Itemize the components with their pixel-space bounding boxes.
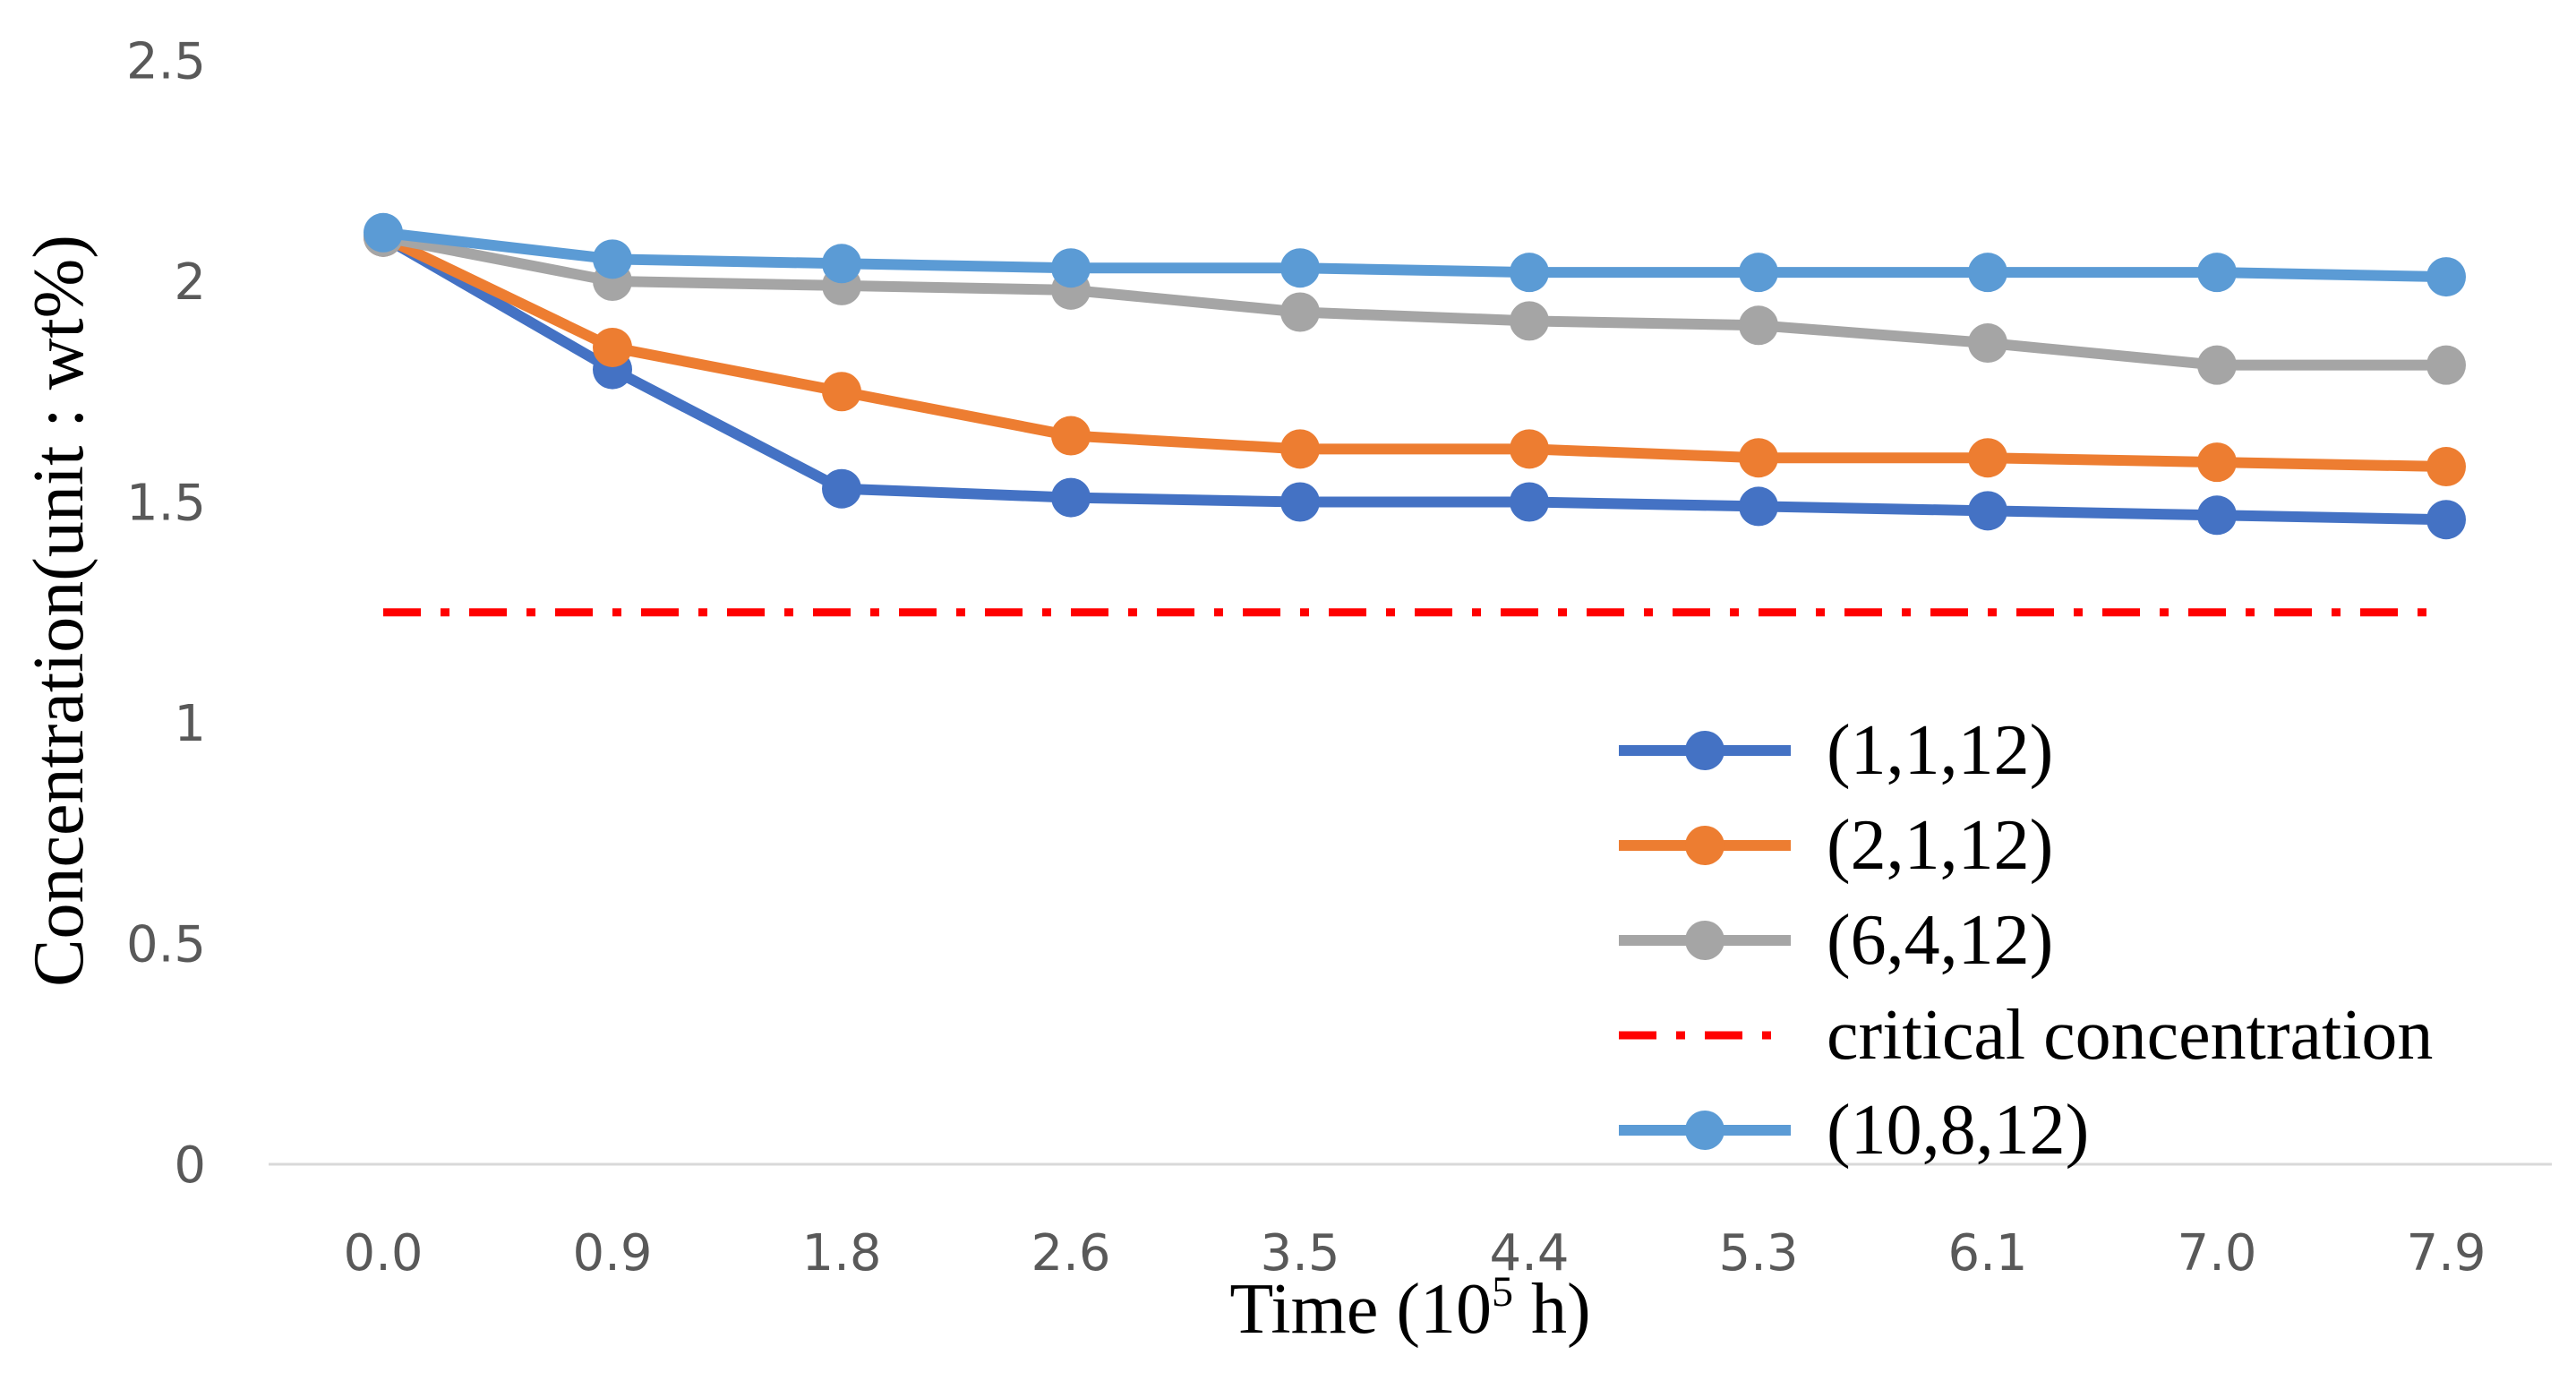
x-axis-ticks: 0.0 0.9 1.8 2.6 3.5 4.4 5.3 6.1 7.0 7.9 <box>343 1224 2486 1282</box>
data-point <box>2197 495 2237 536</box>
data-point <box>1280 482 1320 522</box>
series-line <box>378 227 2452 283</box>
data-point <box>1968 323 2007 364</box>
legend-item: (1,1,12) <box>1619 711 2053 790</box>
series-line <box>378 231 2452 526</box>
data-point <box>1051 477 1091 518</box>
data-point <box>2426 345 2466 385</box>
data-point <box>822 468 861 509</box>
legend-item: (10,8,12) <box>1619 1091 2089 1170</box>
y-tick-label: 1.5 <box>126 475 206 533</box>
data-point <box>1510 301 1549 341</box>
data-point <box>1968 253 2007 293</box>
data-point <box>822 244 861 284</box>
data-point <box>1510 429 1549 469</box>
x-tick-label: 7.0 <box>2177 1224 2256 1282</box>
data-point <box>1739 486 1778 527</box>
y-tick-label: 2.5 <box>126 33 206 91</box>
legend-label: (2,1,12) <box>1827 806 2053 885</box>
x-tick-label: 6.1 <box>1947 1224 2027 1282</box>
data-point <box>1280 292 1320 332</box>
data-point <box>1280 248 1320 288</box>
data-point <box>1739 253 1778 293</box>
data-point <box>2197 345 2237 385</box>
series-layer <box>364 212 2466 617</box>
legend-marker <box>1685 1111 1724 1150</box>
legend-item: critical concentration <box>1619 996 2433 1075</box>
x-tick-label: 1.8 <box>801 1224 881 1282</box>
legend-label: (10,8,12) <box>1827 1091 2089 1170</box>
series-1 <box>364 217 2466 487</box>
y-axis-ticks: 0 0.5 1 1.5 2 2.5 <box>126 33 206 1196</box>
y-tick-label: 1 <box>174 695 206 753</box>
x-tick-label: 7.9 <box>2406 1224 2486 1282</box>
data-point <box>593 327 632 367</box>
x-tick-label: 3.5 <box>1260 1224 1339 1282</box>
legend-label: (1,1,12) <box>1827 711 2053 790</box>
x-axis-title: Time (105 h) <box>1229 1268 1590 1349</box>
data-point <box>822 372 861 412</box>
data-point <box>1510 253 1549 293</box>
x-axis-title-tail: h) <box>1513 1270 1591 1349</box>
data-point <box>1051 416 1091 456</box>
y-tick-label: 0.5 <box>126 916 206 974</box>
series-line <box>378 231 2452 473</box>
data-point <box>593 239 632 279</box>
legend-marker <box>1685 731 1724 770</box>
x-tick-label: 4.4 <box>1489 1224 1569 1282</box>
y-tick-label: 0 <box>174 1137 206 1195</box>
x-tick-label: 2.6 <box>1031 1224 1110 1282</box>
data-point <box>364 212 403 253</box>
data-point <box>2197 442 2237 483</box>
legend-label: (6,4,12) <box>1827 901 2053 980</box>
data-point <box>1968 438 2007 478</box>
data-point <box>1968 491 2007 531</box>
y-axis-title: Concentration(unit : wt%) <box>20 235 98 987</box>
series-4 <box>364 212 2466 297</box>
data-point <box>2426 447 2466 487</box>
legend-label: critical concentration <box>1827 996 2433 1075</box>
x-tick-label: 0.9 <box>572 1224 652 1282</box>
data-point <box>1739 305 1778 346</box>
data-point <box>1280 429 1320 469</box>
x-axis-title-superscript: 5 <box>1492 1268 1513 1316</box>
x-tick-label: 5.3 <box>1718 1224 1798 1282</box>
legend: (1,1,12) (2,1,12) (6,4,12) critical concent… <box>1619 711 2433 1170</box>
data-point <box>1510 482 1549 522</box>
legend-marker <box>1685 921 1724 960</box>
series-line <box>378 231 2452 371</box>
data-point <box>1739 438 1778 478</box>
x-axis-title-main: Time (10 <box>1229 1270 1492 1349</box>
data-point <box>1051 248 1091 288</box>
y-tick-label: 2 <box>174 253 206 312</box>
x-tick-label: 0.0 <box>343 1224 423 1282</box>
legend-item: (2,1,12) <box>1619 806 2053 885</box>
data-point <box>2426 257 2466 297</box>
data-point <box>2197 253 2237 293</box>
legend-marker <box>1685 826 1724 865</box>
data-point <box>2426 500 2466 540</box>
legend-item: (6,4,12) <box>1619 901 2053 980</box>
